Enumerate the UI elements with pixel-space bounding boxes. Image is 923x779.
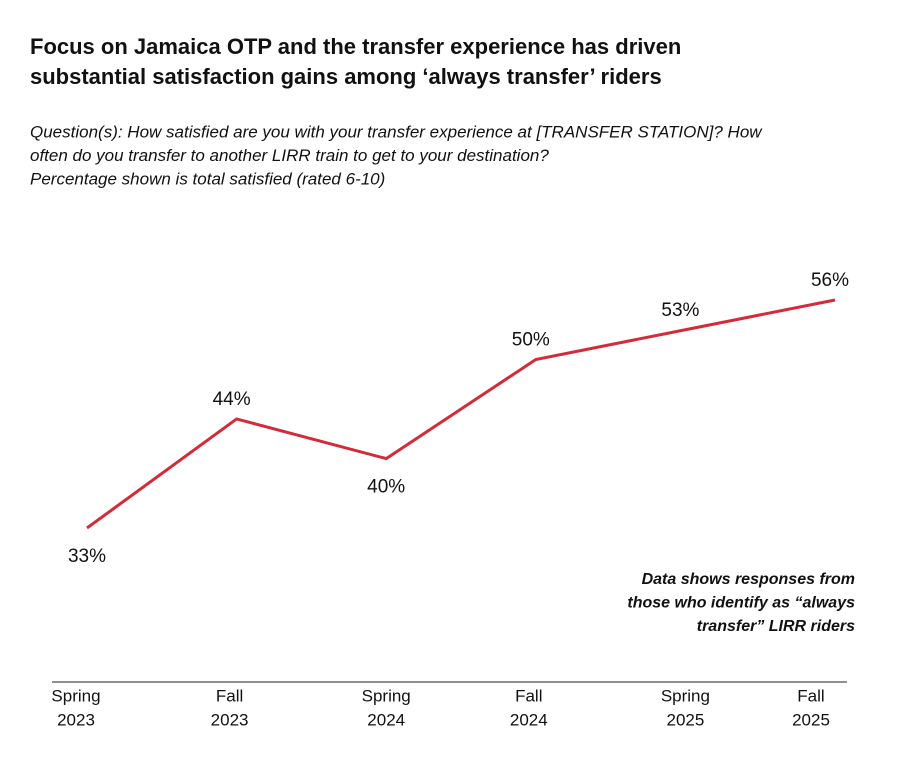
x-tick-label: Fall (216, 686, 243, 705)
data-label: 56% (811, 270, 849, 291)
data-label: 33% (68, 546, 106, 567)
annotation: Data shows responses from (642, 571, 855, 588)
data-label: 40% (367, 477, 405, 498)
x-tick-label: 2025 (666, 710, 704, 729)
chart-subtitle: Question(s): How satisfied are you with … (30, 122, 763, 141)
x-tick-label: 2025 (792, 710, 830, 729)
x-tick-label: 2024 (510, 710, 548, 729)
x-tick-label: Spring (661, 686, 710, 705)
data-label: 50% (512, 329, 550, 350)
data-label: 53% (661, 300, 699, 321)
x-tick-label: 2023 (57, 710, 95, 729)
chart-subtitle: Percentage shown is total satisfied (rat… (30, 169, 385, 188)
x-tick-label: Fall (515, 686, 542, 705)
x-tick-label: Spring (362, 686, 411, 705)
x-tick-label: Fall (797, 686, 824, 705)
chart-title: Focus on Jamaica OTP and the transfer ex… (30, 34, 681, 59)
x-tick-label: 2024 (367, 710, 405, 729)
annotation: transfer” LIRR riders (697, 618, 855, 635)
chart-subtitle: often do you transfer to another LIRR tr… (30, 146, 549, 165)
data-line (86, 298, 836, 530)
x-tick-label: Spring (51, 686, 100, 705)
annotation: those who identify as “always (627, 595, 855, 612)
chart-title: substantial satisfaction gains among ‘al… (30, 64, 662, 89)
data-label: 44% (213, 389, 251, 410)
x-tick-label: 2023 (211, 710, 249, 729)
